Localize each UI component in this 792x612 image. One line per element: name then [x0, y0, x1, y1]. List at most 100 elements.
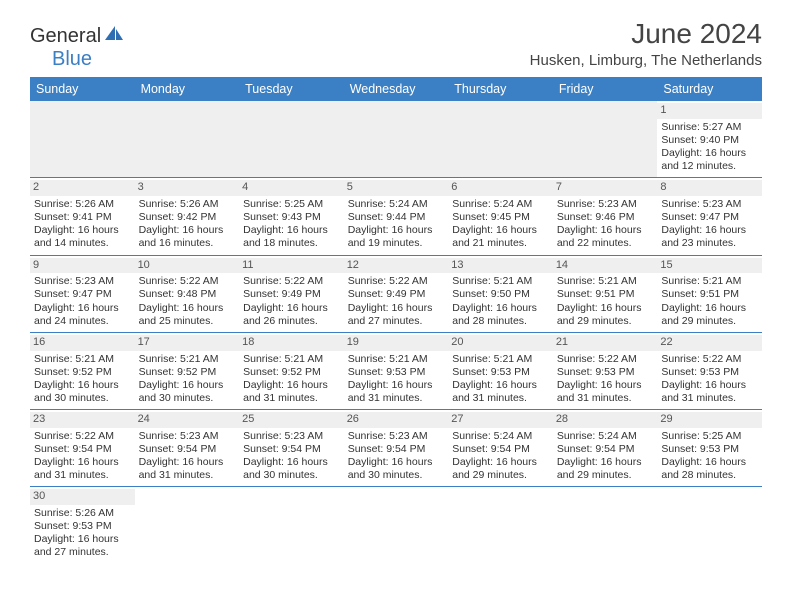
- daylight-line: Daylight: 16 hours and 30 minutes.: [348, 456, 445, 482]
- sunset-line: Sunset: 9:47 PM: [661, 211, 758, 224]
- sunrise-line: Sunrise: 5:27 AM: [661, 121, 758, 134]
- daylight-line: Daylight: 16 hours and 30 minutes.: [34, 379, 131, 405]
- day-cell: 2Sunrise: 5:26 AMSunset: 9:41 PMDaylight…: [30, 178, 135, 255]
- sunset-line: Sunset: 9:53 PM: [348, 366, 445, 379]
- sunrise-line: Sunrise: 5:22 AM: [139, 275, 236, 288]
- sail-icon: [103, 24, 125, 48]
- day-cell: 19Sunrise: 5:21 AMSunset: 9:53 PMDayligh…: [344, 332, 449, 409]
- day-cell: 18Sunrise: 5:21 AMSunset: 9:52 PMDayligh…: [239, 332, 344, 409]
- day-cell: 10Sunrise: 5:22 AMSunset: 9:48 PMDayligh…: [135, 255, 240, 332]
- daylight-line: Daylight: 16 hours and 23 minutes.: [661, 224, 758, 250]
- day-number: 10: [135, 258, 240, 274]
- sunrise-line: Sunrise: 5:21 AM: [139, 353, 236, 366]
- day-number: 5: [344, 180, 449, 196]
- logo-text-general: General: [30, 25, 101, 48]
- sunrise-line: Sunrise: 5:22 AM: [557, 353, 654, 366]
- weekday-header: Saturday: [657, 77, 762, 101]
- day-cell: 23Sunrise: 5:22 AMSunset: 9:54 PMDayligh…: [30, 410, 135, 487]
- sunrise-line: Sunrise: 5:21 AM: [452, 353, 549, 366]
- day-number: 18: [239, 335, 344, 351]
- day-number: 27: [448, 412, 553, 428]
- daylight-line: Daylight: 16 hours and 31 minutes.: [661, 379, 758, 405]
- calendar-row: 16Sunrise: 5:21 AMSunset: 9:52 PMDayligh…: [30, 332, 762, 409]
- day-cell: 3Sunrise: 5:26 AMSunset: 9:42 PMDaylight…: [135, 178, 240, 255]
- calendar-body: 1Sunrise: 5:27 AMSunset: 9:40 PMDaylight…: [30, 101, 762, 564]
- sunrise-line: Sunrise: 5:21 AM: [557, 275, 654, 288]
- day-cell: 24Sunrise: 5:23 AMSunset: 9:54 PMDayligh…: [135, 410, 240, 487]
- sunrise-line: Sunrise: 5:22 AM: [243, 275, 340, 288]
- sunset-line: Sunset: 9:44 PM: [348, 211, 445, 224]
- daylight-line: Daylight: 16 hours and 31 minutes.: [348, 379, 445, 405]
- daylight-line: Daylight: 16 hours and 31 minutes.: [243, 379, 340, 405]
- day-cell: 1Sunrise: 5:27 AMSunset: 9:40 PMDaylight…: [657, 101, 762, 178]
- sunset-line: Sunset: 9:54 PM: [452, 443, 549, 456]
- sunrise-line: Sunrise: 5:21 AM: [452, 275, 549, 288]
- daylight-line: Daylight: 16 hours and 14 minutes.: [34, 224, 131, 250]
- month-title: June 2024: [530, 18, 762, 50]
- empty-trailing-cell: [657, 487, 762, 564]
- day-number: 8: [657, 180, 762, 196]
- day-cell: 16Sunrise: 5:21 AMSunset: 9:52 PMDayligh…: [30, 332, 135, 409]
- daylight-line: Daylight: 16 hours and 31 minutes.: [452, 379, 549, 405]
- daylight-line: Daylight: 16 hours and 29 minutes.: [557, 302, 654, 328]
- day-number: 12: [344, 258, 449, 274]
- daylight-line: Daylight: 16 hours and 19 minutes.: [348, 224, 445, 250]
- sunrise-line: Sunrise: 5:25 AM: [243, 198, 340, 211]
- day-number: 7: [553, 180, 658, 196]
- daylight-line: Daylight: 16 hours and 29 minutes.: [661, 302, 758, 328]
- empty-trailing-cell: [135, 487, 240, 564]
- sunset-line: Sunset: 9:43 PM: [243, 211, 340, 224]
- sunrise-line: Sunrise: 5:21 AM: [661, 275, 758, 288]
- day-number: 21: [553, 335, 658, 351]
- calendar-row: 30Sunrise: 5:26 AMSunset: 9:53 PMDayligh…: [30, 487, 762, 564]
- sunrise-line: Sunrise: 5:26 AM: [34, 507, 131, 520]
- sunset-line: Sunset: 9:49 PM: [348, 288, 445, 301]
- day-number: 13: [448, 258, 553, 274]
- daylight-line: Daylight: 16 hours and 30 minutes.: [139, 379, 236, 405]
- daylight-line: Daylight: 16 hours and 12 minutes.: [661, 147, 758, 173]
- day-number: 28: [553, 412, 658, 428]
- day-cell: 7Sunrise: 5:23 AMSunset: 9:46 PMDaylight…: [553, 178, 658, 255]
- weekday-header: Friday: [553, 77, 658, 101]
- weekday-header: Monday: [135, 77, 240, 101]
- daylight-line: Daylight: 16 hours and 21 minutes.: [452, 224, 549, 250]
- day-cell: 8Sunrise: 5:23 AMSunset: 9:47 PMDaylight…: [657, 178, 762, 255]
- calendar-row: 2Sunrise: 5:26 AMSunset: 9:41 PMDaylight…: [30, 178, 762, 255]
- sunset-line: Sunset: 9:47 PM: [34, 288, 131, 301]
- sunrise-line: Sunrise: 5:21 AM: [243, 353, 340, 366]
- sunrise-line: Sunrise: 5:23 AM: [243, 430, 340, 443]
- sunset-line: Sunset: 9:42 PM: [139, 211, 236, 224]
- day-number: 2: [30, 180, 135, 196]
- day-cell: 17Sunrise: 5:21 AMSunset: 9:52 PMDayligh…: [135, 332, 240, 409]
- daylight-line: Daylight: 16 hours and 27 minutes.: [34, 533, 131, 559]
- day-cell: 21Sunrise: 5:22 AMSunset: 9:53 PMDayligh…: [553, 332, 658, 409]
- day-cell: 25Sunrise: 5:23 AMSunset: 9:54 PMDayligh…: [239, 410, 344, 487]
- empty-leading-cell: [135, 101, 240, 178]
- day-cell: 4Sunrise: 5:25 AMSunset: 9:43 PMDaylight…: [239, 178, 344, 255]
- daylight-line: Daylight: 16 hours and 25 minutes.: [139, 302, 236, 328]
- sunset-line: Sunset: 9:54 PM: [243, 443, 340, 456]
- sunrise-line: Sunrise: 5:21 AM: [348, 353, 445, 366]
- empty-leading-cell: [344, 101, 449, 178]
- empty-leading-cell: [30, 101, 135, 178]
- sunrise-line: Sunrise: 5:22 AM: [34, 430, 131, 443]
- sunset-line: Sunset: 9:48 PM: [139, 288, 236, 301]
- sunrise-line: Sunrise: 5:23 AM: [557, 198, 654, 211]
- sunset-line: Sunset: 9:45 PM: [452, 211, 549, 224]
- sunset-line: Sunset: 9:53 PM: [661, 366, 758, 379]
- day-number: 9: [30, 258, 135, 274]
- daylight-line: Daylight: 16 hours and 28 minutes.: [452, 302, 549, 328]
- day-number: 30: [30, 489, 135, 505]
- sunrise-line: Sunrise: 5:22 AM: [661, 353, 758, 366]
- daylight-line: Daylight: 16 hours and 27 minutes.: [348, 302, 445, 328]
- day-number: 6: [448, 180, 553, 196]
- day-cell: 15Sunrise: 5:21 AMSunset: 9:51 PMDayligh…: [657, 255, 762, 332]
- day-number: 3: [135, 180, 240, 196]
- sunset-line: Sunset: 9:51 PM: [661, 288, 758, 301]
- day-cell: 11Sunrise: 5:22 AMSunset: 9:49 PMDayligh…: [239, 255, 344, 332]
- day-cell: 9Sunrise: 5:23 AMSunset: 9:47 PMDaylight…: [30, 255, 135, 332]
- daylight-line: Daylight: 16 hours and 31 minutes.: [139, 456, 236, 482]
- weekday-header-row: Sunday Monday Tuesday Wednesday Thursday…: [30, 77, 762, 101]
- sunrise-line: Sunrise: 5:23 AM: [139, 430, 236, 443]
- calendar-table: Sunday Monday Tuesday Wednesday Thursday…: [30, 77, 762, 564]
